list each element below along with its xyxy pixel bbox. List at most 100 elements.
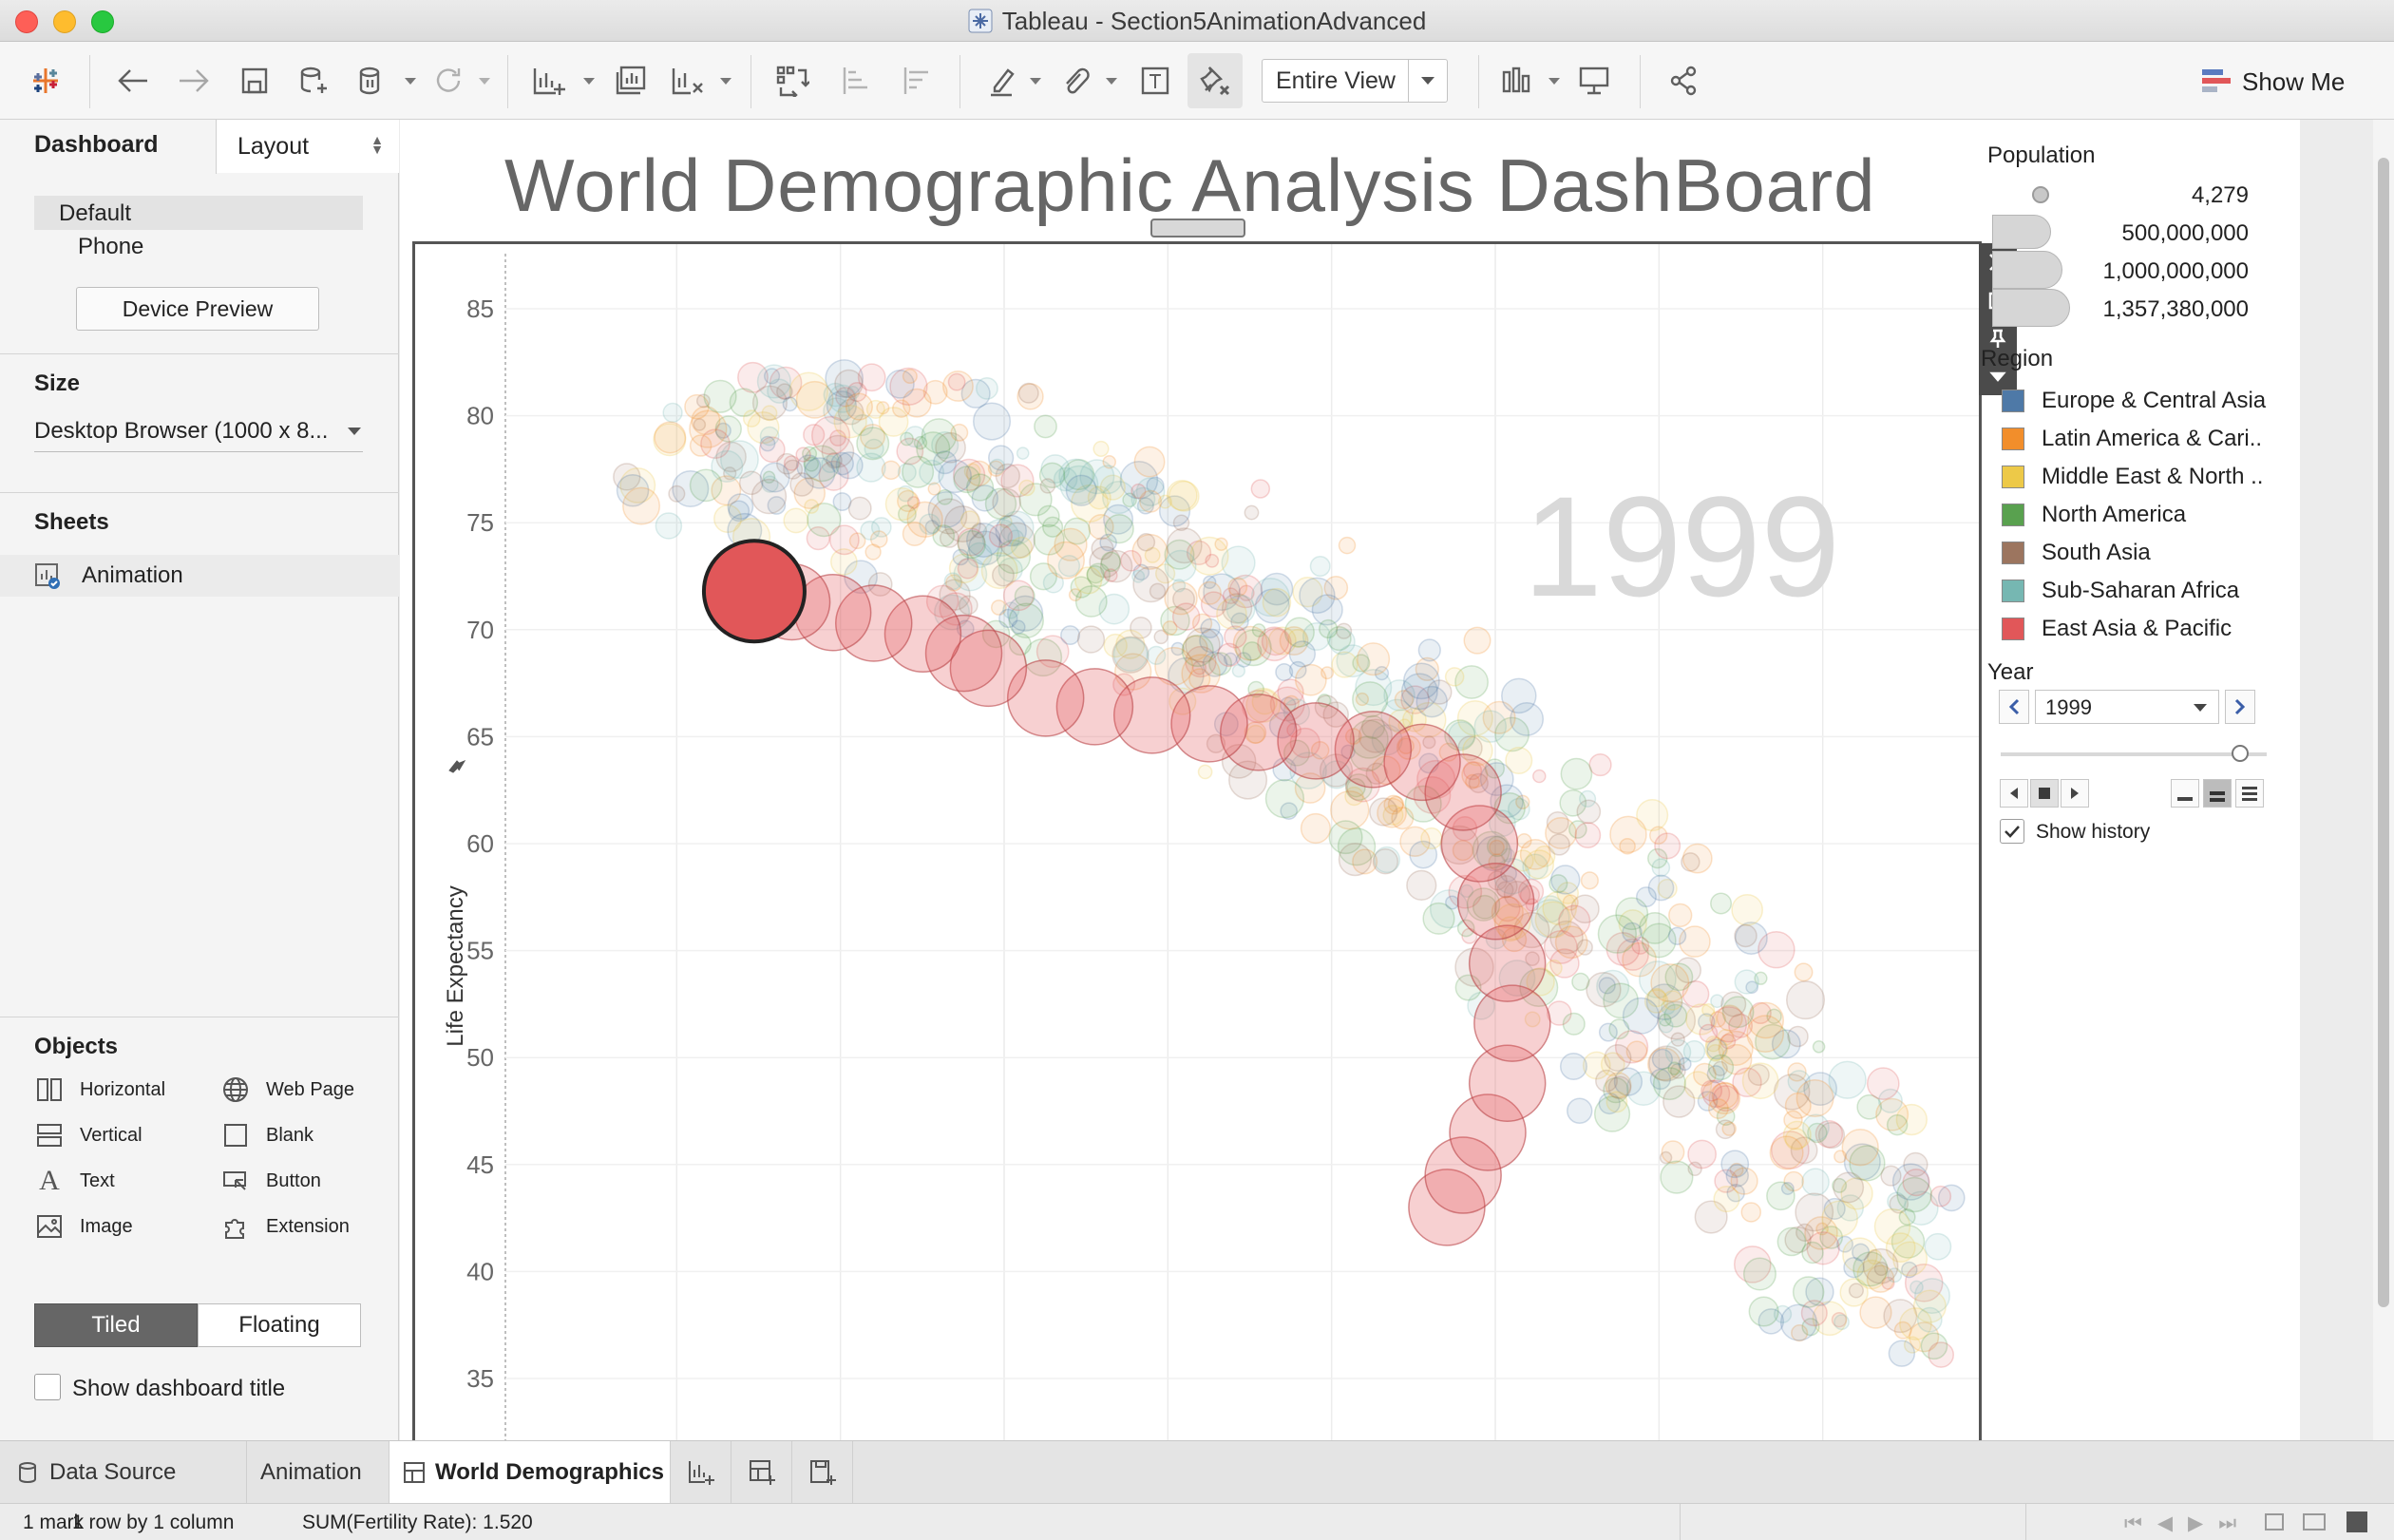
object-blank[interactable]: Blank [220, 1121, 314, 1150]
object-extension[interactable]: Extension [220, 1212, 350, 1241]
object-web-page[interactable]: Web Page [220, 1075, 354, 1104]
new-data-source-icon[interactable] [293, 60, 334, 102]
show-dashboard-title-checkbox[interactable] [34, 1374, 61, 1400]
sheet-item-animation[interactable]: Animation [0, 555, 399, 597]
region-legend-item[interactable]: Middle East & North .. [1996, 458, 2300, 496]
region-legend-item[interactable]: Latin America & Cari.. [1996, 420, 2300, 458]
next-year-button[interactable] [2225, 690, 2255, 724]
tab-world-demographics[interactable]: World Demographics [390, 1441, 671, 1504]
object-vertical[interactable]: Vertical [34, 1121, 142, 1150]
new-story-tab-button[interactable] [792, 1441, 853, 1504]
device-preview-button[interactable]: Device Preview [76, 287, 319, 331]
new-worksheet-tab-button[interactable] [671, 1441, 732, 1504]
speed-normal-button[interactable] [2203, 779, 2232, 808]
play-forward-button[interactable] [2061, 779, 2089, 808]
object-horizontal[interactable]: Horizontal [34, 1075, 165, 1104]
share-icon[interactable] [1662, 60, 1704, 102]
bubble-chart[interactable]: 85 80 75 70 65 60 55 50 45 40 35 Life Expectancy 199… [415, 244, 1979, 1451]
speed-fast-button[interactable] [2235, 779, 2264, 808]
previous-year-button[interactable] [1999, 690, 2029, 724]
play-backward-button[interactable] [2000, 779, 2028, 808]
history-mark [1687, 1161, 1702, 1177]
fix-axes-icon[interactable] [1188, 53, 1243, 108]
region-legend-item[interactable]: Europe & Central Asia [1996, 382, 2300, 420]
sort-ascending-icon[interactable] [836, 60, 878, 102]
window-titlebar: Tableau - Section5AnimationAdvanced [0, 0, 2394, 42]
scrollbar-thumb[interactable] [2378, 158, 2389, 1307]
floating-toggle[interactable]: Floating [198, 1303, 361, 1347]
sort-descending-icon[interactable] [897, 60, 939, 102]
tabs-view-icon[interactable] [2346, 1511, 2367, 1532]
grid-view-icon[interactable] [2265, 1513, 2284, 1530]
tab-layout[interactable]: Layout ▲ ▼ [217, 120, 399, 173]
highlight-caret[interactable] [1030, 78, 1041, 85]
object-image[interactable]: Image [34, 1212, 133, 1241]
swap-rows-columns-icon[interactable] [771, 60, 813, 102]
update-dropdown-caret[interactable] [479, 78, 490, 85]
history-mark [1262, 587, 1292, 618]
year-slider-thumb[interactable] [2232, 745, 2249, 762]
group-caret[interactable] [1106, 78, 1117, 85]
show-history-checkbox[interactable] [2000, 819, 2024, 844]
chart-zone[interactable]: 85 80 75 70 65 60 55 50 45 40 35 Life Expectancy 199… [412, 241, 1982, 1451]
region-legend-item[interactable]: South Asia [1996, 534, 2300, 572]
object-label: Button [266, 1169, 321, 1191]
history-mark [1887, 1191, 1907, 1211]
region-legend-item[interactable]: Sub-Saharan Africa [1996, 572, 2300, 610]
size-dropdown[interactable]: Desktop Browser (1000 x 8... [34, 414, 363, 452]
region-legend-item[interactable]: North America [1996, 496, 2300, 534]
tiled-toggle[interactable]: Tiled [34, 1303, 198, 1347]
clear-sheet-icon[interactable] [667, 60, 709, 102]
history-mark [783, 459, 804, 480]
new-dashboard-tab-button[interactable] [732, 1441, 792, 1504]
history-mark [1534, 901, 1572, 939]
run-update-icon[interactable] [428, 60, 469, 102]
zoom-window-button[interactable] [91, 10, 114, 33]
vertical-scrollbar[interactable] [2373, 120, 2394, 1440]
group-members-icon[interactable] [1054, 60, 1096, 102]
pause-dropdown-caret[interactable] [405, 78, 416, 85]
region-legend-item[interactable]: East Asia & Pacific [1996, 610, 2300, 648]
object-button[interactable]: Button [220, 1167, 321, 1195]
minimize-window-button[interactable] [53, 10, 76, 33]
presentation-mode-icon[interactable] [1573, 60, 1615, 102]
history-mark [1801, 1168, 1830, 1196]
year-slider-track[interactable] [2001, 752, 2267, 756]
redo-icon[interactable] [173, 60, 215, 102]
page-navigation-icon[interactable]: ⏮◀▶⏭ [2124, 1512, 2252, 1534]
close-window-button[interactable] [15, 10, 38, 33]
pin-icon[interactable] [1979, 319, 2017, 357]
show-me-button[interactable]: Show Me [2200, 63, 2345, 101]
tableau-logo-icon[interactable] [25, 60, 66, 102]
undo-icon[interactable] [112, 60, 154, 102]
size-marker [1992, 289, 2070, 327]
tab-animation[interactable]: Animation [247, 1441, 390, 1504]
history-mark [1784, 1226, 1812, 1254]
speed-slow-button[interactable] [2171, 779, 2199, 808]
show-cards-caret[interactable] [1548, 78, 1560, 85]
tab-data-source[interactable]: Data Source [0, 1441, 247, 1504]
history-mark [980, 552, 1018, 590]
drag-handle[interactable] [1150, 219, 1245, 238]
stop-button[interactable] [2030, 779, 2059, 808]
device-phone[interactable]: Phone [78, 234, 144, 259]
history-mark [1883, 1299, 1918, 1334]
history-mark [711, 475, 742, 506]
new-worksheet-caret[interactable] [583, 78, 595, 85]
pause-auto-updates-icon[interactable] [352, 60, 393, 102]
object-text[interactable]: A Text [34, 1165, 115, 1196]
year-dropdown[interactable]: 1999 [2035, 690, 2219, 724]
more-options-icon[interactable] [1979, 357, 2017, 395]
fit-view-dropdown[interactable]: Entire View [1262, 59, 1448, 103]
filmstrip-view-icon[interactable] [2303, 1513, 2326, 1530]
duplicate-sheet-icon[interactable] [610, 60, 652, 102]
show-mark-labels-icon[interactable] [1134, 60, 1176, 102]
tab-dashboard[interactable]: Dashboard [0, 120, 217, 174]
new-worksheet-icon[interactable] [528, 60, 570, 102]
region-label: Europe & Central Asia [2042, 388, 2267, 413]
show-cards-icon[interactable] [1499, 60, 1541, 102]
highlight-icon[interactable] [982, 60, 1024, 102]
clear-sheet-caret[interactable] [720, 78, 732, 85]
save-icon[interactable] [234, 60, 276, 102]
device-default[interactable]: Default [34, 196, 363, 230]
